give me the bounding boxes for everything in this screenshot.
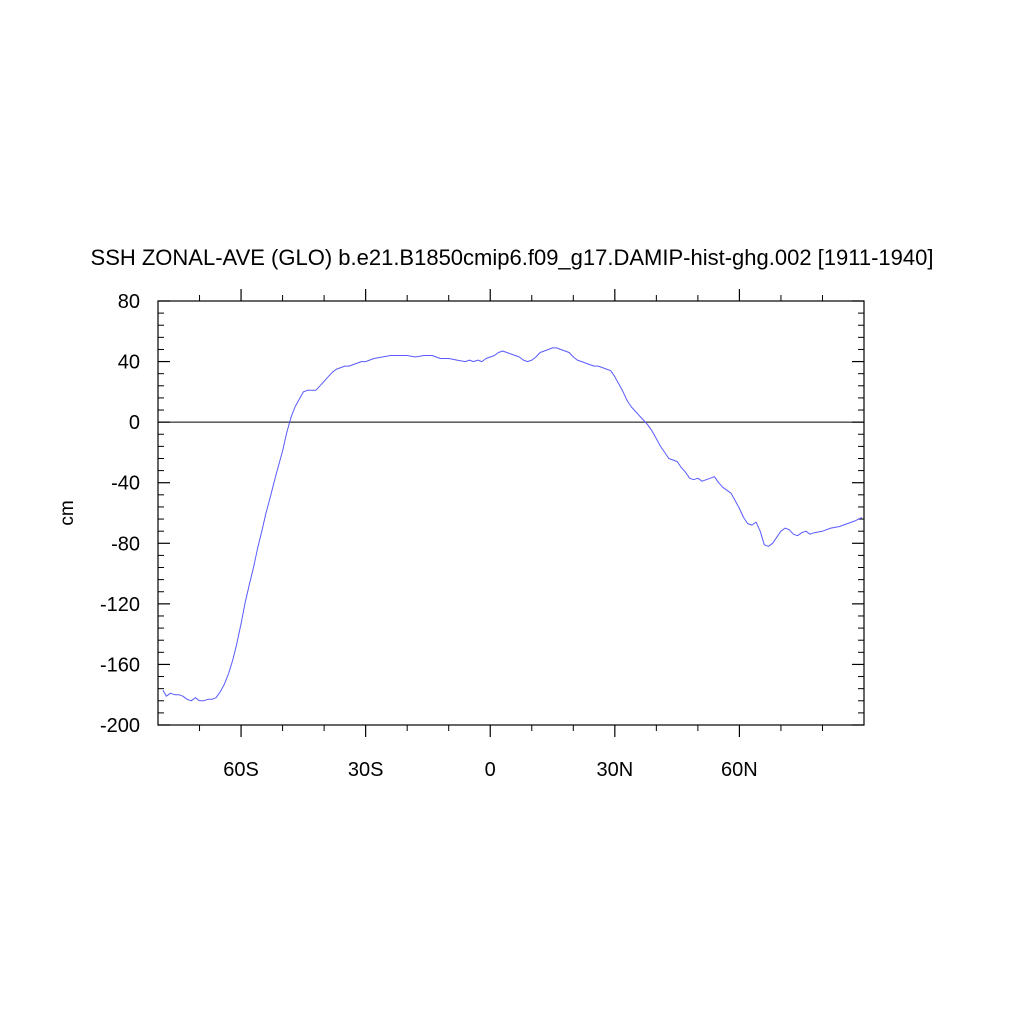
x-tick-label: 60N xyxy=(721,759,758,781)
y-tick-label: -160 xyxy=(100,654,140,676)
chart-title: SSH ZONAL-AVE (GLO) b.e21.B1850cmip6.f09… xyxy=(91,245,934,270)
x-tick-label: 30N xyxy=(596,759,633,781)
y-tick-label: 0 xyxy=(129,412,140,434)
y-tick-label: -120 xyxy=(100,594,140,616)
x-tick-label: 30S xyxy=(348,759,384,781)
series-layer xyxy=(162,347,863,702)
axes: 80 40 0 -40 -80 -120 -160 -200 60S 30S 0 30N 60N xyxy=(100,289,865,781)
x-tick-label: 60S xyxy=(223,759,259,781)
y-tick-label: -40 xyxy=(111,473,140,495)
y-tick-label: 40 xyxy=(118,352,140,374)
ssh-series-line xyxy=(162,347,863,702)
y-axis-label: cm xyxy=(57,500,78,525)
y-tick-label: -80 xyxy=(111,533,140,555)
y-tick-label: -200 xyxy=(100,715,140,737)
x-tick-label: 0 xyxy=(485,759,496,781)
plot-frame xyxy=(157,300,865,726)
y-tick-label: 80 xyxy=(118,291,140,313)
